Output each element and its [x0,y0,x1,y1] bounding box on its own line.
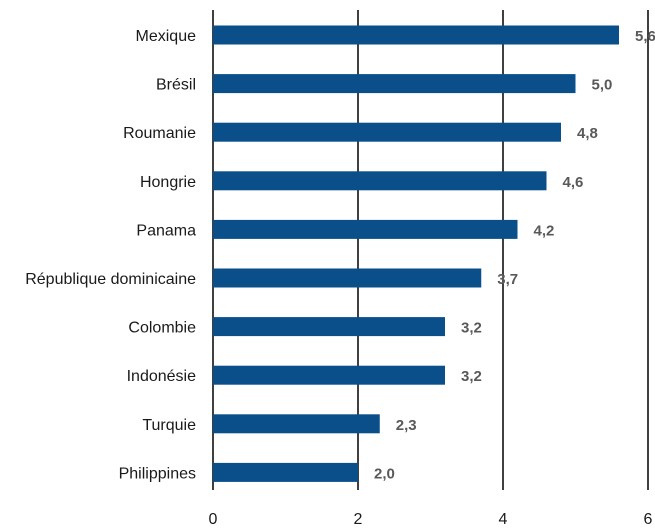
category-label: Colombie [128,320,196,337]
data-label: 4,6 [563,174,584,191]
x-tick-label: 0 [209,511,218,528]
bar [213,122,561,142]
category-label: Roumanie [123,125,196,142]
bar [213,462,358,482]
value-labels: 5,6 5,0 4,8 4,6 4,2 3,7 3,2 3,2 2,3 2,0 [374,28,655,482]
bar [213,219,518,239]
category-label: Indonésie [127,368,196,385]
data-label: 2,0 [374,465,395,482]
bar [213,317,445,337]
data-label: 4,8 [577,125,598,142]
data-label: 3,2 [461,368,482,385]
bar [213,25,619,45]
category-label: Turquie [142,417,196,434]
bar [213,268,482,288]
category-label: Mexique [136,28,197,45]
x-tick-label: 2 [354,511,363,528]
bar [213,74,576,94]
x-axis-tick-labels: 0 2 4 6 [209,511,653,528]
category-label: Brésil [156,77,196,94]
x-tick-label: 4 [499,511,508,528]
data-label: 3,2 [461,320,482,337]
bar [213,414,380,434]
bar [213,171,547,191]
category-label: Hongrie [140,174,196,191]
category-label: Philippines [119,465,196,482]
data-label: 3,7 [497,271,518,288]
data-label: 2,3 [396,417,417,434]
data-label: 5,0 [592,77,613,94]
bars [213,25,619,482]
data-label: 5,6 [635,28,655,45]
category-label: République dominicaine [25,271,196,288]
data-label: 4,2 [534,222,555,239]
category-label: Panama [136,222,196,239]
category-labels: Mexique Brésil Roumanie Hongrie Panama Républ… [25,28,196,482]
bar [213,365,445,385]
x-tick-label: 6 [644,511,653,528]
